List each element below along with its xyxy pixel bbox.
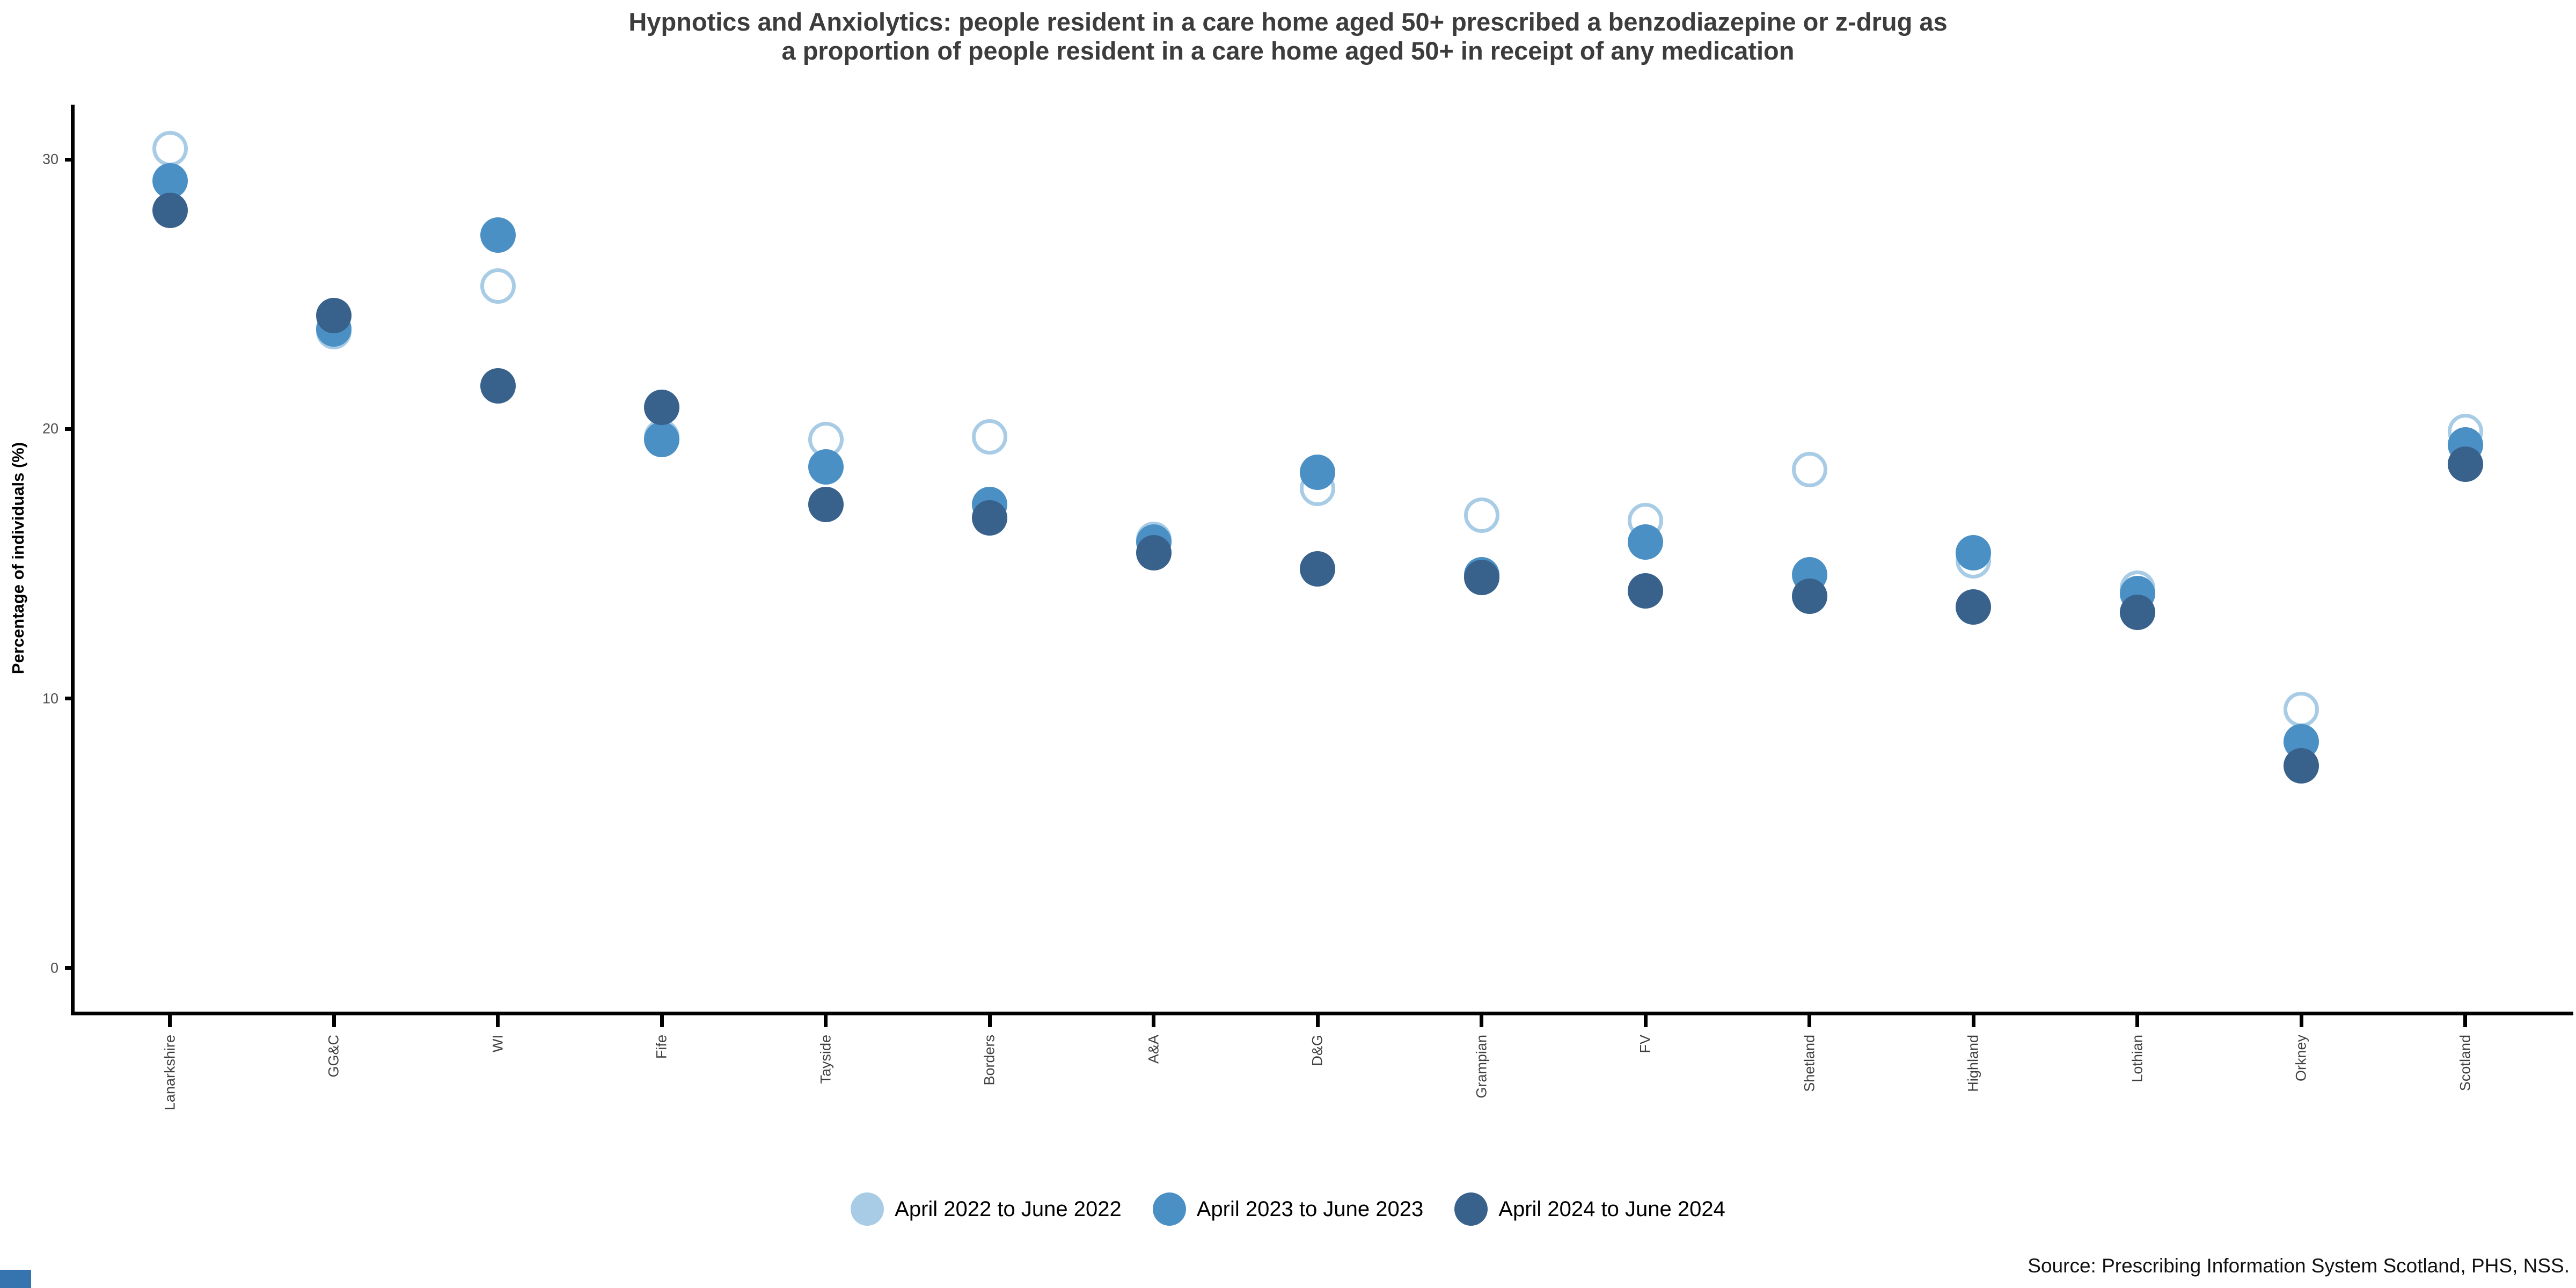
x-tick-mark — [496, 1015, 500, 1027]
data-point-FV-series2 — [1628, 524, 1664, 560]
data-point-Tayside-series3 — [808, 486, 844, 522]
y-axis-line — [71, 105, 75, 1015]
x-category-label-10: Shetland — [1801, 1035, 1818, 1092]
data-point-Shetland-series3 — [1791, 578, 1827, 614]
data-point-GG&C-series3 — [316, 298, 352, 334]
x-tick-mark — [1643, 1015, 1648, 1027]
x-category-label-0: Lanarkshire — [162, 1035, 178, 1111]
legend: April 2022 to June 2022 April 2023 to Jun… — [0, 1192, 2576, 1226]
legend-item-2: April 2023 to June 2023 — [1152, 1192, 1424, 1226]
x-category-label-6: A&A — [1145, 1035, 1162, 1064]
data-point-Highland-series2 — [1956, 535, 1992, 571]
data-point-Lothian-series3 — [2119, 594, 2155, 630]
x-category-label-9: FV — [1637, 1035, 1653, 1053]
source-caption: Source: Prescribing Information System S… — [2028, 1255, 2570, 1277]
x-category-label-13: Orkney — [2293, 1035, 2309, 1082]
x-tick-mark — [987, 1015, 992, 1027]
x-category-label-1: GG&C — [325, 1035, 342, 1078]
x-tick-mark — [332, 1015, 336, 1027]
legend-item-3: April 2024 to June 2024 — [1454, 1192, 1725, 1226]
x-category-label-4: Tayside — [817, 1035, 834, 1084]
legend-marker-icon-3 — [1454, 1192, 1488, 1226]
x-tick-mark — [2299, 1015, 2303, 1027]
data-point-WI-series1 — [480, 268, 516, 304]
x-tick-mark — [168, 1015, 172, 1027]
data-point-Fife-series3 — [644, 390, 680, 426]
data-point-Borders-series3 — [972, 500, 1008, 536]
data-point-D&G-series2 — [1300, 454, 1336, 490]
legend-item-label-2: April 2023 to June 2023 — [1196, 1197, 1424, 1221]
data-point-Shetland-series1 — [1791, 451, 1827, 487]
data-point-A&A-series3 — [1136, 535, 1172, 571]
data-point-Orkney-series1 — [2284, 691, 2319, 727]
data-point-Grampian-series1 — [1463, 497, 1499, 533]
x-category-label-7: D&G — [1309, 1035, 1326, 1066]
x-tick-mark — [2463, 1015, 2468, 1027]
x-tick-mark — [824, 1015, 828, 1027]
data-point-WI-series2 — [480, 217, 516, 253]
data-point-Lanarkshire-series2 — [152, 163, 188, 199]
legend-marker-icon-1 — [851, 1192, 884, 1226]
data-point-Fife-series2 — [644, 422, 680, 458]
data-point-WI-series3 — [480, 368, 516, 404]
y-tick-label: 20 — [42, 420, 58, 437]
x-tick-mark — [1152, 1015, 1156, 1027]
legend-item-1: April 2022 to June 2022 — [851, 1192, 1122, 1226]
x-tick-mark — [1807, 1015, 1812, 1027]
data-point-Borders-series1 — [972, 419, 1008, 455]
data-point-Grampian-series3 — [1463, 559, 1499, 595]
x-tick-mark — [1971, 1015, 1975, 1027]
x-category-label-8: Grampian — [1473, 1035, 1490, 1099]
data-point-Highland-series3 — [1956, 589, 1992, 625]
chart-title: Hypnotics and Anxiolytics: people reside… — [628, 8, 1948, 65]
x-category-label-14: Scotland — [2457, 1035, 2473, 1092]
y-tick-label: 30 — [42, 151, 58, 167]
data-point-Lanarkshire-series1 — [152, 130, 188, 166]
y-tick-mark — [65, 157, 71, 162]
x-tick-mark — [660, 1015, 664, 1027]
y-tick-label: 10 — [42, 690, 58, 707]
x-tick-mark — [2135, 1015, 2140, 1027]
y-tick-mark — [65, 966, 71, 970]
data-point-Lanarkshire-series3 — [152, 193, 188, 229]
data-point-Orkney-series3 — [2284, 748, 2319, 784]
x-tick-mark — [1480, 1015, 1484, 1027]
y-tick-mark — [65, 697, 71, 701]
legend-item-label-1: April 2022 to June 2022 — [895, 1197, 1122, 1221]
data-point-FV-series3 — [1628, 573, 1664, 609]
x-category-label-3: Fife — [653, 1035, 670, 1059]
x-axis-line — [71, 1012, 2573, 1015]
x-tick-mark — [1315, 1015, 1320, 1027]
y-tick-mark — [65, 427, 71, 431]
data-point-D&G-series3 — [1300, 551, 1336, 587]
y-axis-label: Percentage of individuals (%) — [9, 442, 27, 675]
legend-item-label-3: April 2024 to June 2024 — [1498, 1197, 1725, 1221]
x-category-label-2: WI — [489, 1035, 506, 1052]
legend-marker-icon-2 — [1152, 1192, 1186, 1226]
x-category-label-11: Highland — [1965, 1035, 1981, 1092]
x-category-label-5: Borders — [981, 1035, 998, 1086]
corner-accent — [0, 1270, 31, 1288]
x-category-label-12: Lothian — [2129, 1035, 2146, 1082]
data-point-Scotland-series3 — [2447, 446, 2483, 482]
y-tick-label: 0 — [50, 960, 58, 976]
data-point-Tayside-series2 — [808, 449, 844, 485]
